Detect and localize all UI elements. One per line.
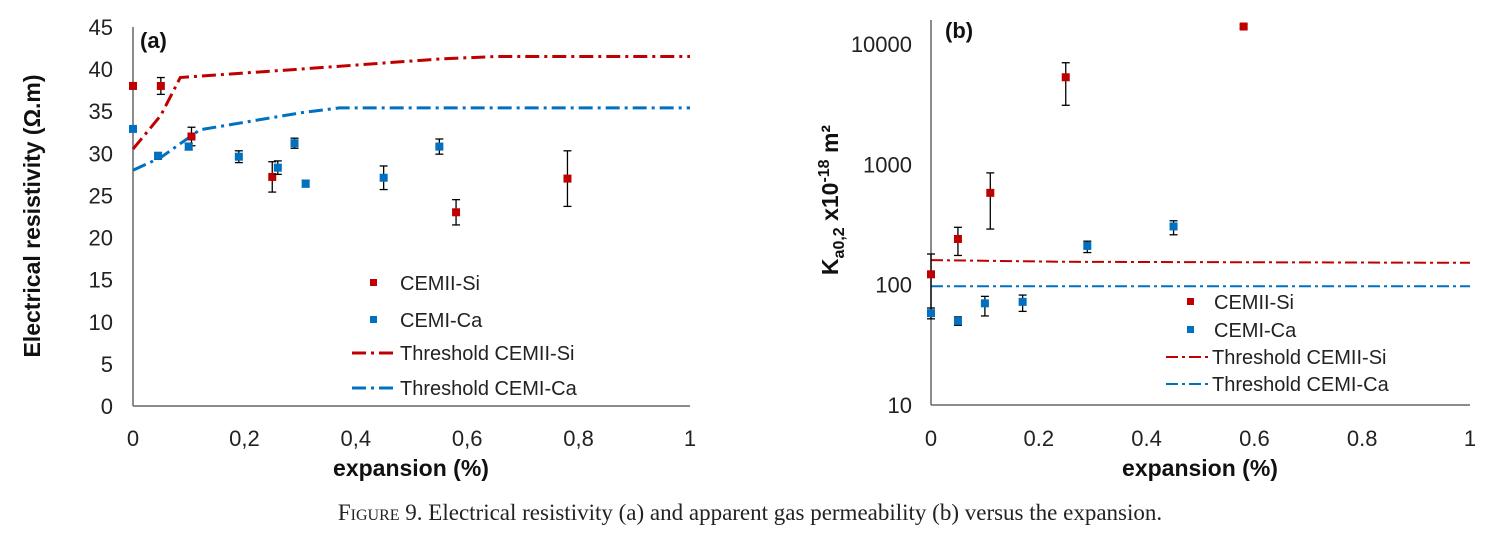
panel-b-threshold-line — [930, 259, 1471, 264]
panel-a-point — [268, 172, 277, 181]
panel-b-y-tick: 10000 — [851, 32, 912, 57]
figure-caption-text: Electrical resistivity (a) and apparent … — [428, 500, 1163, 525]
panel-a-y-tick: 15 — [89, 268, 113, 293]
panel-a-point — [187, 132, 196, 141]
panel-b-x-tick: 0.2 — [1024, 426, 1055, 451]
panel-a-point — [184, 142, 193, 151]
panel-a-x-tick: 0,4 — [341, 426, 372, 451]
legend-a-label-ca: CEMI-Ca — [400, 310, 483, 332]
panel-a-x-tick: 0,8 — [563, 426, 594, 451]
legend-b-label-threshold-ca: Threshold CEMI-Ca — [1212, 374, 1390, 396]
panel-b-x-tick: 0.6 — [1239, 426, 1270, 451]
panel-b-point — [1239, 22, 1248, 31]
panel-b-y-title-sub: a0,2 — [831, 227, 848, 258]
panel-a-point — [379, 173, 388, 182]
panel-b-x-tick-labels: 0 0.2 0.4 0.6 0.8 1 — [925, 426, 1476, 451]
legend-b-label-threshold-si: Threshold CEMII-Si — [1212, 347, 1387, 369]
panel-b-threshold-lines — [930, 259, 1471, 288]
panel-b-data-points — [927, 22, 1248, 326]
panel-b-y-title-mid: x10 — [817, 183, 843, 228]
panel-a-point — [129, 124, 137, 133]
panel-a-point — [234, 152, 243, 161]
panel-a-point — [156, 81, 165, 90]
panel-a-x-tick-labels: 0 0,2 0,4 0,6 0,8 1 — [127, 426, 696, 451]
panel-a-point — [290, 139, 299, 148]
panel-a-y-tick: 35 — [89, 99, 113, 124]
panel-a-y-tick: 45 — [89, 15, 113, 40]
panel-a-y-tick: 5 — [101, 352, 113, 377]
panel-b-point — [986, 188, 995, 197]
panel-b-x-tick: 0 — [925, 426, 937, 451]
panel-a-x-tick: 0,6 — [452, 426, 483, 451]
panel-a-y-tick: 40 — [89, 57, 113, 82]
panel-a-legend: CEMII-Si CEMI-Ca Threshold CEMII-Si Thre… — [352, 273, 578, 400]
panel-a-threshold-line — [131, 55, 690, 151]
legend-a-label-si: CEMII-Si — [400, 273, 480, 295]
panel-a-y-tick-labels: 0 5 10 15 20 25 30 35 40 45 — [89, 15, 113, 419]
panel-b-point — [980, 299, 989, 308]
panel-b-y-tick: 1000 — [863, 152, 912, 177]
panel-a-y-tick: 30 — [89, 141, 113, 166]
panel-a-label: (a) — [140, 28, 167, 53]
panel-b-point — [1083, 241, 1092, 250]
panel-a-y-tick: 25 — [89, 183, 113, 208]
legend-b-marker-ca — [1187, 326, 1194, 333]
panel-b-legend: CEMII-Si CEMI-Ca Threshold CEMII-Si Thre… — [1166, 292, 1390, 396]
panel-b-point — [1061, 73, 1070, 82]
panel-b-y-title-main: K — [817, 258, 843, 275]
panel-a-point — [435, 142, 444, 151]
panel-a-x-tick: 0 — [127, 426, 139, 451]
legend-b-label-si: CEMII-Si — [1214, 292, 1294, 314]
panel-b-label: (b) — [945, 18, 973, 43]
legend-a-marker-si — [370, 279, 377, 286]
panel-b-point — [927, 270, 935, 279]
panel-a-point — [154, 151, 163, 160]
legend-a-label-threshold-ca: Threshold CEMI-Ca — [400, 378, 578, 400]
panel-b-x-tick: 1 — [1464, 426, 1476, 451]
panel-a-x-tick: 0,2 — [229, 426, 260, 451]
panel-a-threshold-lines — [131, 55, 690, 172]
legend-b-marker-si — [1187, 298, 1194, 305]
legend-a-marker-ca — [370, 316, 377, 323]
panel-a-x-tick: 1 — [684, 426, 696, 451]
panel-b-point — [1169, 222, 1178, 231]
panel-a-point — [563, 174, 572, 183]
figure-caption-label: Figure 9. — [337, 500, 423, 525]
panel-a-y-tick: 10 — [89, 310, 113, 335]
panel-a-x-axis-title: expansion (%) — [333, 455, 489, 481]
panel-a-point — [129, 81, 137, 90]
panel-a-point — [452, 208, 461, 217]
panel-b-x-tick: 0.4 — [1131, 426, 1162, 451]
panel-b-y-tick-labels: 10 100 1000 10000 — [851, 32, 912, 418]
panel-b-y-title-end: m² — [817, 125, 843, 160]
panel-a-point — [273, 163, 282, 172]
panel-a-threshold-line — [132, 106, 690, 172]
panel-a-chart: (a) expansion (%) Electrical resistivity… — [19, 15, 696, 481]
panel-b-y-tick: 100 — [875, 273, 912, 298]
legend-b-label-ca: CEMI-Ca — [1214, 320, 1297, 342]
panel-b-x-tick: 0.8 — [1347, 426, 1378, 451]
panel-b-point — [1018, 297, 1027, 306]
panel-b-y-title-sup: -18 — [816, 159, 833, 182]
figure-caption: Figure 9. Electrical resistivity (a) and… — [0, 500, 1500, 526]
panel-a-y-tick: 20 — [89, 226, 113, 251]
panel-b-y-axis-title: Ka0,2 x10-18 m² — [816, 125, 848, 275]
panel-b-y-tick: 10 — [888, 393, 912, 418]
panel-b-point — [953, 234, 962, 243]
panel-b-point — [927, 309, 935, 318]
legend-a-label-threshold-si: Threshold CEMII-Si — [400, 343, 575, 365]
panel-b-point — [953, 316, 962, 325]
panel-a-y-axis-title: Electrical resistivity (Ω.m) — [19, 74, 45, 357]
panel-b-chart: (b) expansion (%) Ka0,2 x10-18 m² 0 0.2 0.… — [816, 18, 1476, 481]
panel-a-point — [301, 179, 310, 188]
panel-b-x-axis-title: expansion (%) — [1122, 455, 1278, 481]
panel-a-y-tick: 0 — [101, 394, 113, 419]
panel-a-data-points — [129, 76, 572, 226]
